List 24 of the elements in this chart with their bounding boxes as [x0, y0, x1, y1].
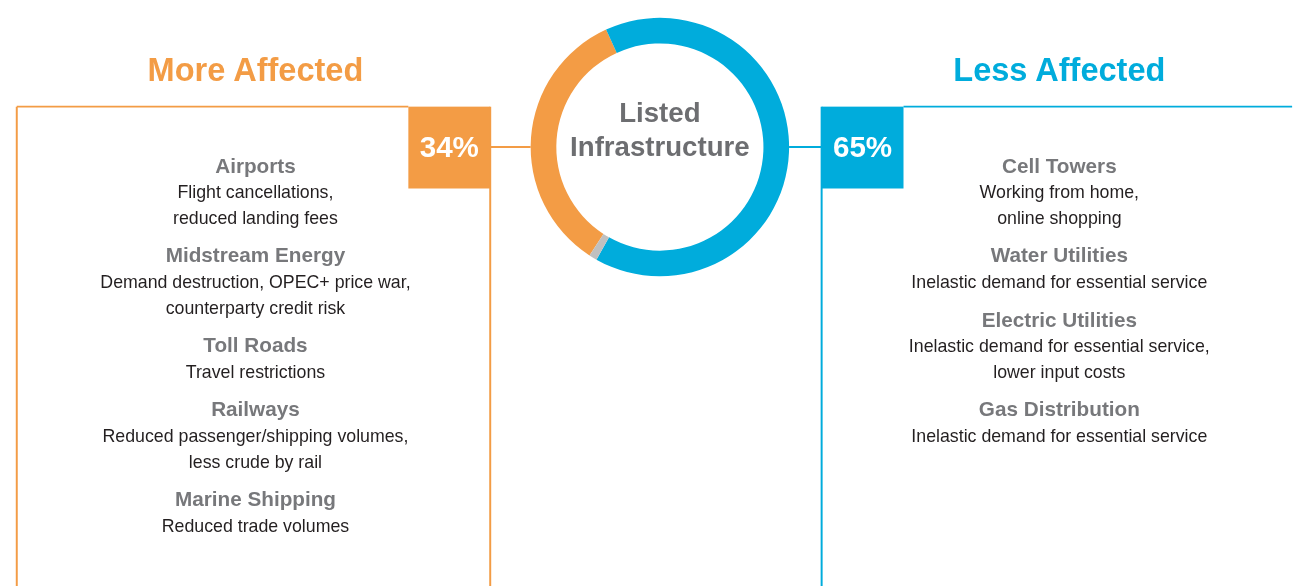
text: Reduced passenger/shipping volumes, less crude by rail	[102, 425, 409, 472]
text: Electric Utilities	[981, 307, 1138, 331]
text: Less Affected	[953, 51, 1166, 88]
text: Listed Infrastructure	[570, 97, 750, 162]
text: Working from home, online shopping	[979, 182, 1140, 229]
text: Railways	[211, 397, 300, 421]
text: Inelastic demand for essential service, lower input costs	[908, 336, 1210, 382]
text: Cell Towers	[1002, 153, 1117, 177]
text: Inelastic demand for essential service	[911, 272, 1208, 293]
donut-slice	[589, 233, 610, 260]
text: Toll Roads	[203, 333, 308, 357]
text: Demand destruction, OPEC+ price war, counterparty credit risk	[100, 272, 411, 318]
text: Travel restrictions	[185, 361, 326, 382]
data-label: 34%	[419, 129, 479, 163]
text: Gas Distribution	[978, 397, 1140, 421]
text: More Affected	[147, 51, 364, 88]
text: Airports	[215, 153, 296, 177]
text: Marine Shipping	[174, 487, 336, 511]
text: Water Utilities	[990, 243, 1128, 267]
text: Inelastic demand for essential service	[911, 425, 1208, 446]
text: Flight cancellations, reduced landing fees	[173, 182, 338, 229]
data-label: 65%	[832, 129, 893, 163]
text: Midstream Energy	[165, 243, 346, 267]
text: Reduced trade volumes	[161, 515, 350, 536]
